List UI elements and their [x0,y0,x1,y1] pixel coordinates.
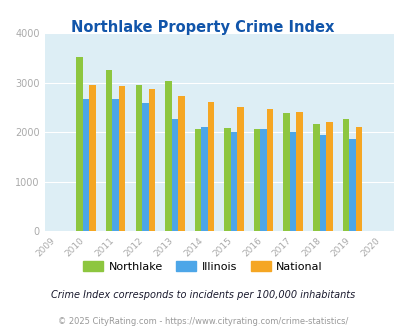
Bar [148,89,155,231]
Bar [325,122,332,231]
Legend: Northlake, Illinois, National: Northlake, Illinois, National [79,256,326,276]
Text: Crime Index corresponds to incidents per 100,000 inhabitants: Crime Index corresponds to incidents per… [51,290,354,300]
Bar [76,57,83,231]
Bar [207,102,214,231]
Bar [348,139,355,231]
Bar [319,135,325,231]
Bar [142,103,148,231]
Bar [165,81,171,231]
Bar [178,96,184,231]
Bar [266,109,273,231]
Bar [171,119,178,231]
Bar [253,129,260,231]
Bar [89,85,96,231]
Bar [135,85,142,231]
Bar [355,127,361,231]
Bar [106,70,112,231]
Text: © 2025 CityRating.com - https://www.cityrating.com/crime-statistics/: © 2025 CityRating.com - https://www.city… [58,317,347,326]
Text: Northlake Property Crime Index: Northlake Property Crime Index [71,20,334,35]
Bar [283,113,289,231]
Bar [194,129,201,231]
Bar [312,124,319,231]
Bar [289,132,296,231]
Bar [260,129,266,231]
Bar [230,132,237,231]
Bar [112,99,119,231]
Bar [83,99,89,231]
Bar [201,127,207,231]
Bar [224,128,230,231]
Bar [119,86,125,231]
Bar [237,107,243,231]
Bar [296,112,302,231]
Bar [342,119,348,231]
